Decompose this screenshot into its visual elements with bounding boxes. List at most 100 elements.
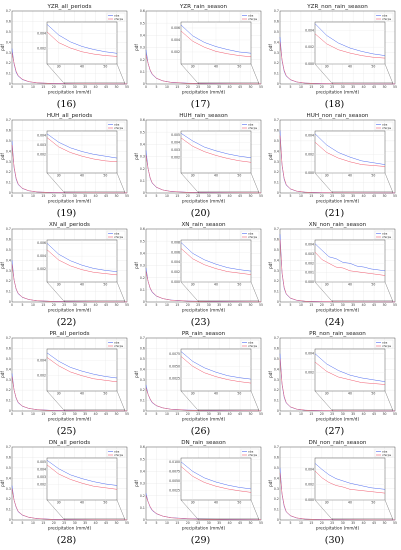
legend-label: chirps: [382, 344, 392, 348]
y-tick-label: 0.3: [140, 264, 145, 268]
inset-x-tick-label: 50: [371, 282, 375, 286]
inset-chirps-line: [46, 31, 118, 57]
y-tick-label: 0: [9, 82, 11, 86]
legend-label: obs: [382, 341, 388, 345]
inset-y-tick-label: 0.002: [171, 270, 180, 274]
inset-y-tick-label: 0.002: [171, 50, 180, 54]
legend-label: chirps: [248, 344, 258, 348]
inset-x-tick-label: 40: [80, 500, 84, 504]
zoom-connector: [180, 63, 199, 84]
inset-y-tick-label: 0.006: [171, 250, 180, 254]
inset-obs-line: [46, 460, 118, 486]
x-tick-label: 45: [238, 303, 242, 307]
x-tick-label: 15: [175, 194, 179, 198]
y-tick-label: 0: [277, 82, 279, 86]
x-tick-label: 55: [125, 521, 129, 525]
inset-obs-line: [314, 23, 386, 56]
x-tick-label: 0: [145, 194, 147, 198]
zoom-connector: [314, 281, 333, 302]
x-tick-label: 45: [104, 194, 108, 198]
inset-y-tick-label: 0.002: [37, 152, 46, 156]
y-tick-label: 0.7: [274, 118, 279, 122]
inset-x-tick-label: 30: [191, 173, 195, 177]
y-tick-label: 0.3: [274, 487, 279, 491]
zoom-region: [64, 82, 126, 85]
legend-box: [106, 448, 126, 458]
x-tick-label: 40: [94, 85, 98, 89]
chart-title: YZR_all_periods: [47, 4, 92, 10]
y-axis-label: pdf: [134, 262, 139, 269]
inset-x-tick-label: 30: [191, 64, 195, 68]
chart-title: DN_all_periods: [49, 440, 90, 446]
chart-title: XN_non_rain_season: [309, 222, 367, 228]
inset-y-tick-label: 0.004: [171, 260, 180, 264]
x-tick-label: 10: [299, 85, 303, 89]
y-axis-label: pdf: [268, 153, 273, 160]
chart-panel: XN_rain_season 0 5 10 15 20 25 30 35 40 45 50 55 0 0.1…: [134, 220, 267, 330]
x-axis-label: precipitation (mm/d): [316, 526, 360, 531]
x-tick-label: 40: [362, 85, 366, 89]
chart-title: PR_all_periods: [49, 331, 89, 337]
y-axis-label: pdf: [268, 371, 273, 378]
figure-caption: (22): [56, 317, 77, 328]
inset-x-tick-label: 40: [348, 173, 352, 177]
inset-y-tick-label: 0.002: [37, 483, 46, 487]
x-tick-label: 35: [351, 521, 355, 525]
inset-obs-line: [180, 242, 252, 272]
x-tick-label: 40: [94, 412, 98, 416]
y-axis-label: pdf: [134, 371, 139, 378]
zoom-connector: [116, 63, 126, 84]
chirps-line: [279, 473, 396, 521]
inset-obs-line: [180, 133, 252, 158]
y-tick-label: 0.5: [274, 357, 279, 361]
legend-label: obs: [114, 341, 120, 345]
zoom-connector: [46, 63, 65, 84]
inset-y-tick-label: 0.004: [305, 243, 314, 247]
inset-y-tick-label: 0.004: [305, 134, 314, 138]
zoom-region: [198, 518, 260, 521]
legend-label: chirps: [248, 235, 258, 239]
x-tick-label: 35: [83, 521, 87, 525]
y-tick-label: 0.6: [6, 129, 11, 133]
x-tick-label: 45: [372, 85, 376, 89]
inset-chirps-line: [180, 137, 252, 163]
x-tick-label: 35: [217, 85, 221, 89]
x-tick-label: 55: [259, 303, 263, 307]
chart-panel: DN_rain_season 0 5 10 15 20 25 30 35 40 45 50 55 0 0.1…: [134, 438, 267, 548]
zoom-region: [64, 300, 126, 303]
x-tick-label: 0: [11, 194, 13, 198]
y-tick-label: 0.4: [140, 33, 145, 37]
x-tick-label: 30: [341, 412, 345, 416]
inset-chirps-line: [314, 361, 386, 385]
legend-box: [374, 230, 394, 240]
zoom-region: [64, 191, 126, 194]
chart-title: HUH_non_rain_season: [307, 113, 369, 119]
chart-panel: HUH_non_rain_season 0 5 10 15 20 25 30 35 40 45 50 5…: [268, 111, 401, 221]
zoom-region: [64, 518, 126, 521]
legend-box: [106, 339, 126, 349]
inset-obs-line: [46, 352, 118, 379]
x-tick-label: 55: [125, 303, 129, 307]
x-tick-label: 10: [165, 194, 169, 198]
zoom-connector: [116, 281, 126, 302]
y-tick-label: 0.6: [274, 347, 279, 351]
y-tick-label: 0.7: [6, 9, 11, 13]
legend-label: obs: [382, 232, 388, 236]
inset-y-tick-label: 0.005: [37, 460, 46, 464]
inset-x-tick-label: 30: [325, 173, 329, 177]
x-tick-label: 5: [289, 85, 291, 89]
y-tick-label: 0.7: [6, 118, 11, 122]
inset-x-tick-label: 40: [214, 282, 218, 286]
x-axis-label: precipitation (mm/d): [316, 199, 360, 204]
y-tick-label: 0.4: [140, 251, 145, 255]
chart-panel: YZR_rain_season 0 5 10 15 20 25 30 35 40 45 50 55 0 0.…: [134, 2, 267, 112]
x-tick-label: 35: [351, 194, 355, 198]
x-tick-label: 15: [175, 412, 179, 416]
chirps-line: [145, 54, 262, 85]
inset-x-tick-label: 30: [57, 64, 61, 68]
x-tick-label: 50: [115, 85, 119, 89]
x-tick-label: 55: [393, 194, 397, 198]
inset-x-tick-label: 30: [191, 282, 195, 286]
x-tick-label: 45: [238, 412, 242, 416]
